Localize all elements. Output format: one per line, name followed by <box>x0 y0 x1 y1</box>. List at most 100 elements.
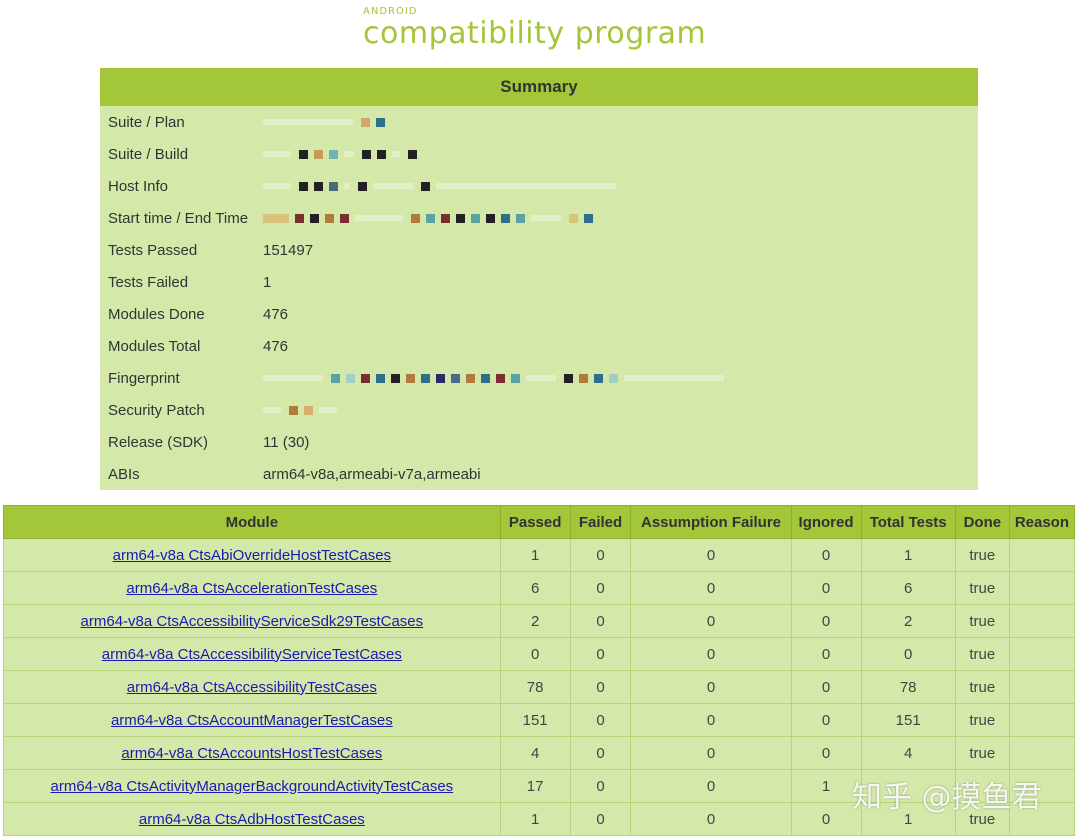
summary-row-fingerprint: Fingerprint <box>100 362 978 394</box>
summary-row-security-patch: Security Patch <box>100 394 978 426</box>
table-row: arm64-v8a CtsAccessibilityServiceTestCas… <box>3 637 1076 671</box>
reason-cell <box>1008 538 1076 572</box>
done-cell: true <box>954 637 1010 671</box>
summary-label: Host Info <box>108 177 169 195</box>
done-cell: true <box>954 670 1010 704</box>
summary-label: Suite / Plan <box>108 113 185 131</box>
table-row: arm64-v8a CtsAbiOverrideHostTestCases 1 … <box>3 538 1076 572</box>
passed-cell: 6 <box>499 571 571 605</box>
ignored-cell: 0 <box>790 637 862 671</box>
failed-cell: 0 <box>569 637 632 671</box>
column-header-failed: Failed <box>569 505 632 539</box>
done-cell: true <box>954 802 1010 836</box>
passed-cell: 151 <box>499 703 571 737</box>
assumption-failure-cell: 0 <box>630 571 792 605</box>
module-link[interactable]: arm64-v8a CtsAccessibilityServiceTestCas… <box>101 645 402 663</box>
summary-value: 476 <box>263 305 289 323</box>
passed-cell: 1 <box>499 802 571 836</box>
summary-row-suite-plan: Suite / Plan <box>100 106 978 138</box>
table-row: arm64-v8a CtsAccountManagerTestCases 151… <box>3 703 1076 737</box>
passed-cell: 17 <box>499 769 571 803</box>
summary-value: 11 (30) <box>263 433 310 451</box>
module-link[interactable]: arm64-v8a CtsAccelerationTestCases <box>126 579 378 597</box>
table-row: arm64-v8a CtsAccelerationTestCases 6 0 0… <box>3 571 1076 605</box>
done-cell: true <box>954 736 1010 770</box>
reason-cell <box>1008 604 1076 638</box>
summary-label: Fingerprint <box>108 369 180 387</box>
failed-cell: 0 <box>569 538 632 572</box>
total-tests-cell: 1 <box>860 802 956 836</box>
ignored-cell: 0 <box>790 571 862 605</box>
module-link[interactable]: arm64-v8a CtsAbiOverrideHostTestCases <box>112 546 392 564</box>
failed-cell: 0 <box>569 802 632 836</box>
summary-row-modules-total: Modules Total 476 <box>100 330 978 362</box>
summary-row-modules-done: Modules Done 476 <box>100 298 978 330</box>
summary-label: Modules Done <box>108 305 205 323</box>
module-results-table: Module Passed Failed Assumption Failure … <box>3 505 1076 836</box>
summary-label: Modules Total <box>108 337 201 355</box>
logo-android-text: ANDROID <box>363 6 418 17</box>
summary-panel: Summary Suite / Plan Suite / Build Host … <box>100 68 978 490</box>
failed-cell: 0 <box>569 571 632 605</box>
ignored-cell: 0 <box>790 703 862 737</box>
module-link[interactable]: arm64-v8a CtsAccountsHostTestCases <box>121 744 383 762</box>
summary-value: 476 <box>263 337 289 355</box>
summary-label: Release (SDK) <box>108 433 209 451</box>
done-cell: true <box>954 538 1010 572</box>
column-header-passed: Passed <box>499 505 571 539</box>
module-link[interactable]: arm64-v8a CtsAccessibilityTestCases <box>126 678 377 696</box>
reason-cell <box>1008 736 1076 770</box>
column-header-module: Module <box>3 505 501 539</box>
table-header-row: Module Passed Failed Assumption Failure … <box>3 505 1076 539</box>
reason-cell <box>1008 571 1076 605</box>
logo-program-text: compatibility program <box>363 16 707 51</box>
android-compatibility-logo: ANDROID compatibility program <box>363 6 706 50</box>
ignored-cell: 0 <box>790 670 862 704</box>
done-cell: true <box>954 604 1010 638</box>
assumption-failure-cell: 0 <box>630 604 792 638</box>
total-tests-cell <box>860 769 956 803</box>
summary-value: arm64-v8a,armeabi-v7a,armeabi <box>263 465 481 483</box>
zhihu-watermark: 知乎 @摸鱼君 <box>852 780 1042 815</box>
ignored-cell: 0 <box>790 604 862 638</box>
passed-cell: 78 <box>499 670 571 704</box>
summary-label: Tests Failed <box>108 273 189 291</box>
summary-row-tests-passed: Tests Passed 151497 <box>100 234 978 266</box>
total-tests-cell: 0 <box>860 637 956 671</box>
redacted-value <box>263 373 978 383</box>
summary-row-abis: ABIs arm64-v8a,armeabi-v7a,armeabi <box>100 458 978 490</box>
summary-label: Tests Passed <box>108 241 198 259</box>
ignored-cell: 0 <box>790 538 862 572</box>
assumption-failure-cell: 0 <box>630 538 792 572</box>
column-header-total-tests: Total Tests <box>860 505 956 539</box>
redacted-value <box>263 213 978 223</box>
summary-label: Start time / End Time <box>108 209 249 227</box>
module-link[interactable]: arm64-v8a CtsAccountManagerTestCases <box>110 711 393 729</box>
table-row: arm64-v8a CtsActivityManagerBackgroundAc… <box>3 769 1076 803</box>
reason-cell <box>1008 637 1076 671</box>
module-link[interactable]: arm64-v8a CtsAccessibilityServiceSdk29Te… <box>80 612 424 630</box>
assumption-failure-cell: 0 <box>630 736 792 770</box>
ignored-cell: 0 <box>790 736 862 770</box>
failed-cell: 0 <box>569 670 632 704</box>
total-tests-cell: 78 <box>860 670 956 704</box>
total-tests-cell: 2 <box>860 604 956 638</box>
passed-cell: 4 <box>499 736 571 770</box>
module-link[interactable]: arm64-v8a CtsActivityManagerBackgroundAc… <box>50 777 454 795</box>
assumption-failure-cell: 0 <box>630 802 792 836</box>
table-row: arm64-v8a CtsAccessibilityTestCases 78 0… <box>3 670 1076 704</box>
ignored-cell: 0 <box>790 802 862 836</box>
done-cell: true <box>954 703 1010 737</box>
passed-cell: 0 <box>499 637 571 671</box>
passed-cell: 2 <box>499 604 571 638</box>
redacted-value <box>263 117 978 127</box>
column-header-assumption-failure: Assumption Failure <box>630 505 792 539</box>
summary-row-tests-failed: Tests Failed 1 <box>100 266 978 298</box>
module-link[interactable]: arm64-v8a CtsAdbHostTestCases <box>138 810 365 828</box>
table-row: arm64-v8a CtsAccessibilityServiceSdk29Te… <box>3 604 1076 638</box>
summary-row-suite-build: Suite / Build <box>100 138 978 170</box>
assumption-failure-cell: 0 <box>630 703 792 737</box>
summary-row-host-info: Host Info <box>100 170 978 202</box>
passed-cell: 1 <box>499 538 571 572</box>
table-row: arm64-v8a CtsAccountsHostTestCases 4 0 0… <box>3 736 1076 770</box>
